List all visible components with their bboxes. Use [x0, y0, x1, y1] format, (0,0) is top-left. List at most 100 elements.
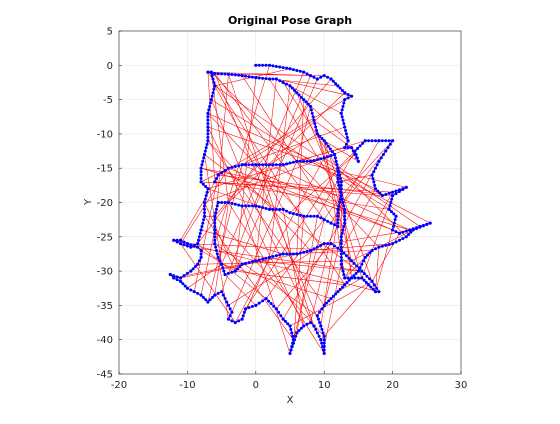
pose-node: [172, 274, 176, 278]
loop-closure-edge: [255, 205, 315, 327]
loop-closure-edge: [269, 164, 410, 231]
pose-node: [285, 82, 289, 86]
pose-node: [272, 304, 276, 308]
loop-closure-edge: [207, 164, 243, 303]
pose-node: [343, 214, 347, 218]
pose-node: [285, 162, 289, 166]
odometry-edge: [245, 304, 256, 310]
pose-node: [274, 163, 278, 167]
pose-node: [305, 159, 309, 163]
odometry-edge: [316, 305, 325, 316]
pose-node: [281, 252, 285, 256]
pose-node: [411, 228, 415, 232]
pose-node: [279, 314, 283, 318]
pose-node: [367, 139, 371, 143]
pose-node: [371, 287, 375, 291]
pose-node: [271, 207, 275, 211]
pose-node: [257, 258, 261, 262]
pose-node: [415, 227, 419, 231]
pose-node: [356, 159, 360, 163]
pose-node: [277, 310, 281, 314]
pose-node: [346, 139, 350, 143]
pose-node: [213, 238, 217, 242]
loop-closure-edge: [214, 73, 325, 220]
pose-node: [308, 159, 313, 163]
pose-node: [223, 168, 227, 172]
pose-node: [240, 204, 244, 208]
pose-node: [281, 163, 285, 167]
pose-node: [206, 187, 210, 191]
pose-node: [408, 228, 412, 232]
pose-node: [401, 187, 405, 191]
odometry-edge: [289, 85, 298, 94]
loop-closure-edge: [228, 167, 393, 231]
pose-node: [326, 219, 330, 223]
pose-node: [175, 275, 179, 279]
pose-node: [365, 274, 369, 278]
pose-node: [200, 225, 204, 229]
pose-node: [175, 278, 179, 282]
pose-node: [172, 238, 176, 242]
loop-closure-edge: [255, 78, 277, 261]
pose-node: [343, 221, 347, 225]
pose-node: [233, 202, 237, 206]
pose-node: [380, 244, 384, 248]
pose-node: [213, 242, 217, 246]
pose-node: [339, 255, 343, 259]
pose-node: [346, 92, 350, 96]
pose-node: [331, 79, 335, 83]
loop-closure-edge: [211, 71, 380, 248]
odometry-edge: [320, 325, 325, 337]
pose-node: [354, 152, 358, 156]
pose-node: [289, 348, 293, 352]
odometry-edge: [224, 270, 236, 275]
pose-node: [346, 276, 350, 280]
pose-node: [339, 180, 343, 184]
pose-node: [319, 216, 323, 220]
pose-node: [342, 251, 346, 255]
pose-node: [302, 250, 306, 254]
pose-node: [168, 272, 172, 277]
pose-node: [375, 163, 379, 167]
pose-node: [271, 77, 275, 81]
pose-node: [214, 176, 218, 180]
pose-node: [341, 201, 345, 204]
pose-nodes: [168, 63, 432, 356]
pose-node: [394, 189, 398, 193]
odometry-edge: [385, 140, 393, 152]
y-tick-label: 5: [107, 27, 113, 38]
pose-node: [199, 293, 203, 297]
pose-node: [333, 156, 337, 160]
pose-node: [311, 115, 315, 119]
pose-node: [312, 118, 316, 122]
pose-node: [394, 214, 398, 218]
pose-node: [189, 245, 193, 249]
odometry-edge: [170, 274, 181, 279]
pose-node: [257, 205, 261, 209]
loop-closure-edge: [204, 154, 359, 272]
pose-node: [288, 324, 292, 328]
odometry-edge: [337, 85, 346, 94]
pose-node: [387, 207, 391, 211]
pose-node: [310, 111, 314, 115]
pose-node: [362, 278, 366, 282]
pose-node: [374, 166, 377, 170]
pose-node: [185, 271, 189, 275]
odometry-edge: [354, 150, 359, 162]
loop-closure-edge: [180, 181, 215, 241]
loop-closure-edge: [204, 216, 294, 340]
y-tick-label: -35: [97, 301, 113, 312]
pose-node: [379, 156, 383, 160]
loop-closure-edge: [214, 85, 284, 210]
y-tick-label: -45: [97, 370, 113, 381]
pose-node: [336, 207, 340, 211]
pose-node: [312, 247, 316, 251]
pose-node: [281, 207, 285, 211]
pose-node: [267, 299, 271, 303]
pose-node: [339, 259, 343, 263]
pose-node: [247, 75, 251, 79]
pose-node: [336, 180, 340, 184]
pose-node: [257, 63, 261, 67]
pose-node: [388, 204, 392, 208]
pose-node: [199, 252, 203, 256]
